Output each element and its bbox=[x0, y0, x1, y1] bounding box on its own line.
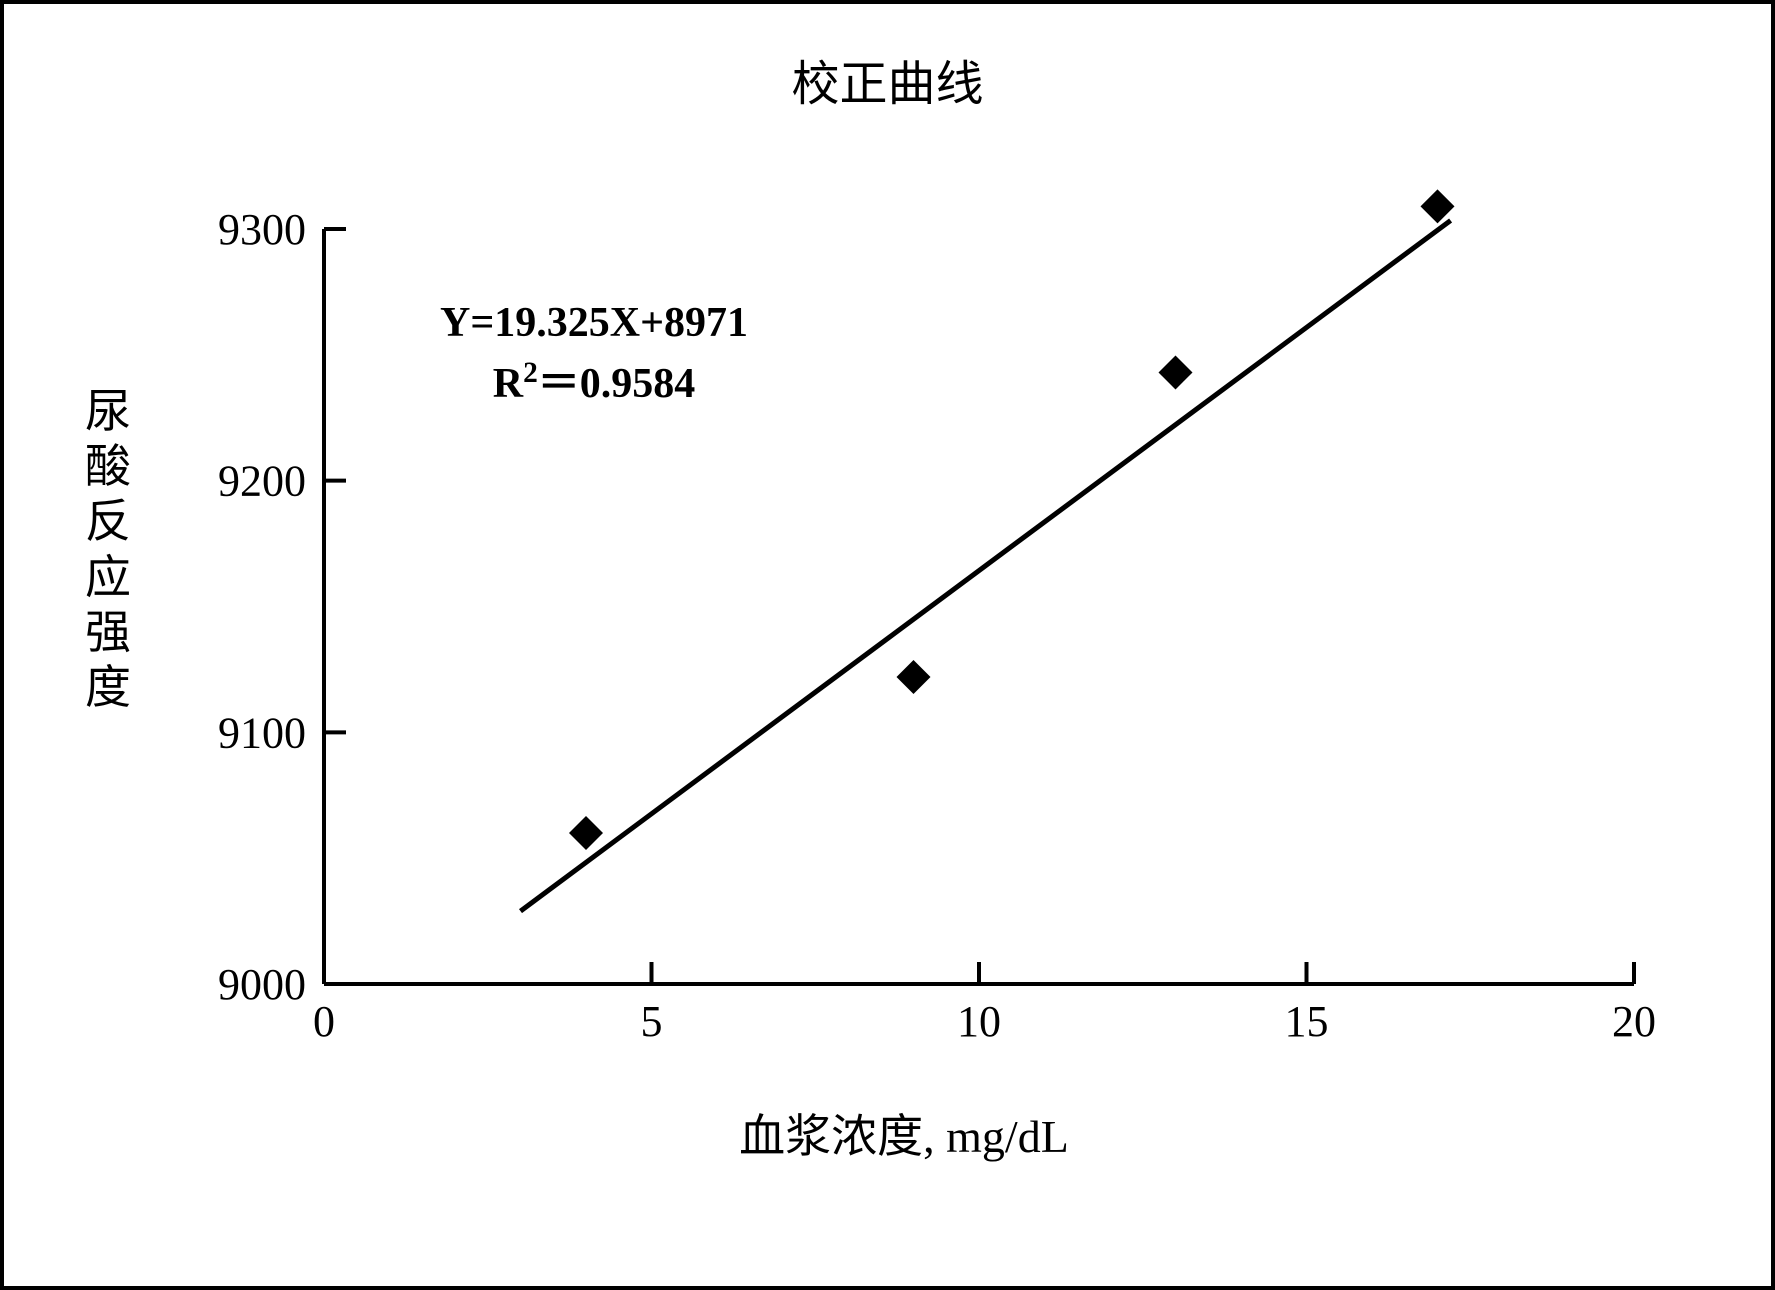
regression-line bbox=[521, 220, 1451, 911]
chart-title: 校正曲线 bbox=[4, 44, 1771, 114]
chart-svg: 9000 9100 9200 9300 0 5 10 15 20 bbox=[194, 144, 1694, 1084]
x-tick-label: 0 bbox=[313, 997, 335, 1046]
figure-frame: 校正曲线 尿酸反应强度 血浆浓度, mg/dL Y=19.325X+8971 R… bbox=[0, 0, 1775, 1290]
data-point bbox=[1421, 189, 1455, 223]
x-axis-label: 血浆浓度, mg/dL bbox=[304, 1100, 1504, 1166]
y-tick-label: 9000 bbox=[218, 960, 306, 1009]
data-point bbox=[569, 816, 603, 850]
data-point bbox=[897, 660, 931, 694]
y-tick-label: 9100 bbox=[218, 708, 306, 757]
y-axis-label: 尿酸反应强度 bbox=[84, 384, 132, 715]
x-tick-label: 10 bbox=[957, 997, 1001, 1046]
x-tick-label: 5 bbox=[641, 997, 663, 1046]
y-tick-label: 9200 bbox=[218, 457, 306, 506]
x-tick-label: 20 bbox=[1612, 997, 1656, 1046]
data-point bbox=[1159, 355, 1193, 389]
y-tick-label: 9300 bbox=[218, 205, 306, 254]
x-tick-label: 15 bbox=[1285, 997, 1329, 1046]
